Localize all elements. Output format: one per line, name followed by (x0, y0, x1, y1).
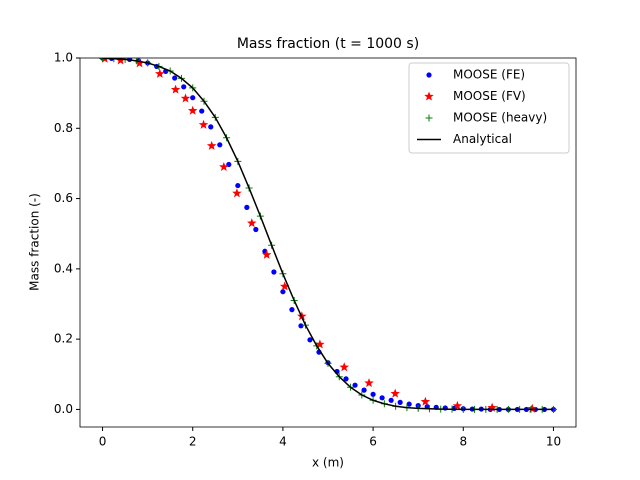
legend-label: MOOSE (heavy) (453, 111, 547, 125)
point (527, 403, 538, 413)
y-tick-label: 1.0 (54, 51, 73, 65)
point (180, 93, 191, 103)
point (298, 323, 304, 329)
point (181, 84, 187, 90)
point (244, 204, 250, 210)
x-tick-label: 8 (459, 435, 467, 449)
point (206, 140, 217, 150)
x-tick-label: 4 (279, 435, 287, 449)
legend-label: MOOSE (FE) (453, 68, 525, 82)
point (208, 124, 214, 130)
point (170, 84, 181, 94)
point (361, 387, 367, 393)
legend-label: Analytical (453, 132, 512, 146)
point (235, 182, 241, 189)
point (187, 105, 198, 115)
point (280, 289, 286, 295)
point (172, 75, 178, 81)
legend-handle (424, 91, 434, 101)
legend-handle (425, 114, 433, 122)
x-axis-label: x (m) (312, 456, 344, 470)
x-tick-label: 2 (189, 435, 197, 449)
point (217, 142, 223, 148)
point (247, 218, 257, 228)
point (339, 362, 349, 372)
point (397, 399, 403, 405)
x-tick-label: 10 (546, 435, 561, 449)
plot-area (99, 58, 557, 413)
point (307, 337, 313, 343)
point (352, 382, 358, 388)
point (390, 388, 400, 398)
x-tick-label: 0 (99, 435, 107, 449)
y-tick-label: 0.8 (54, 121, 73, 135)
point (388, 397, 394, 403)
point (289, 307, 295, 313)
point (420, 396, 431, 406)
line (102, 58, 554, 411)
point (379, 395, 385, 401)
point (155, 68, 165, 78)
y-tick-label: 0.0 (54, 402, 73, 416)
point (279, 281, 290, 291)
point (190, 95, 196, 101)
y-tick-label: 0.6 (54, 191, 73, 205)
point (261, 249, 272, 259)
y-tick-label: 0.4 (54, 261, 73, 275)
point (253, 226, 259, 233)
axes-frame (79, 57, 577, 428)
point (134, 58, 145, 68)
point (370, 391, 376, 397)
point (219, 161, 229, 171)
point (487, 402, 497, 412)
point (199, 108, 205, 114)
y-axis-label: Mass fraction (-) (28, 193, 42, 291)
point (198, 119, 209, 129)
legend-handle (426, 72, 432, 78)
point (232, 188, 242, 198)
legend-label: MOOSE (FV) (453, 89, 526, 103)
point (343, 376, 349, 382)
point (406, 401, 412, 407)
y-tick-label: 0.2 (54, 332, 73, 346)
chart-title: Mass fraction (t = 1000 s) (237, 36, 419, 52)
point (452, 400, 463, 410)
point (315, 339, 325, 349)
point (271, 269, 277, 275)
legend-box (408, 62, 570, 154)
point (364, 378, 374, 388)
x-tick-label: 6 (369, 435, 377, 449)
